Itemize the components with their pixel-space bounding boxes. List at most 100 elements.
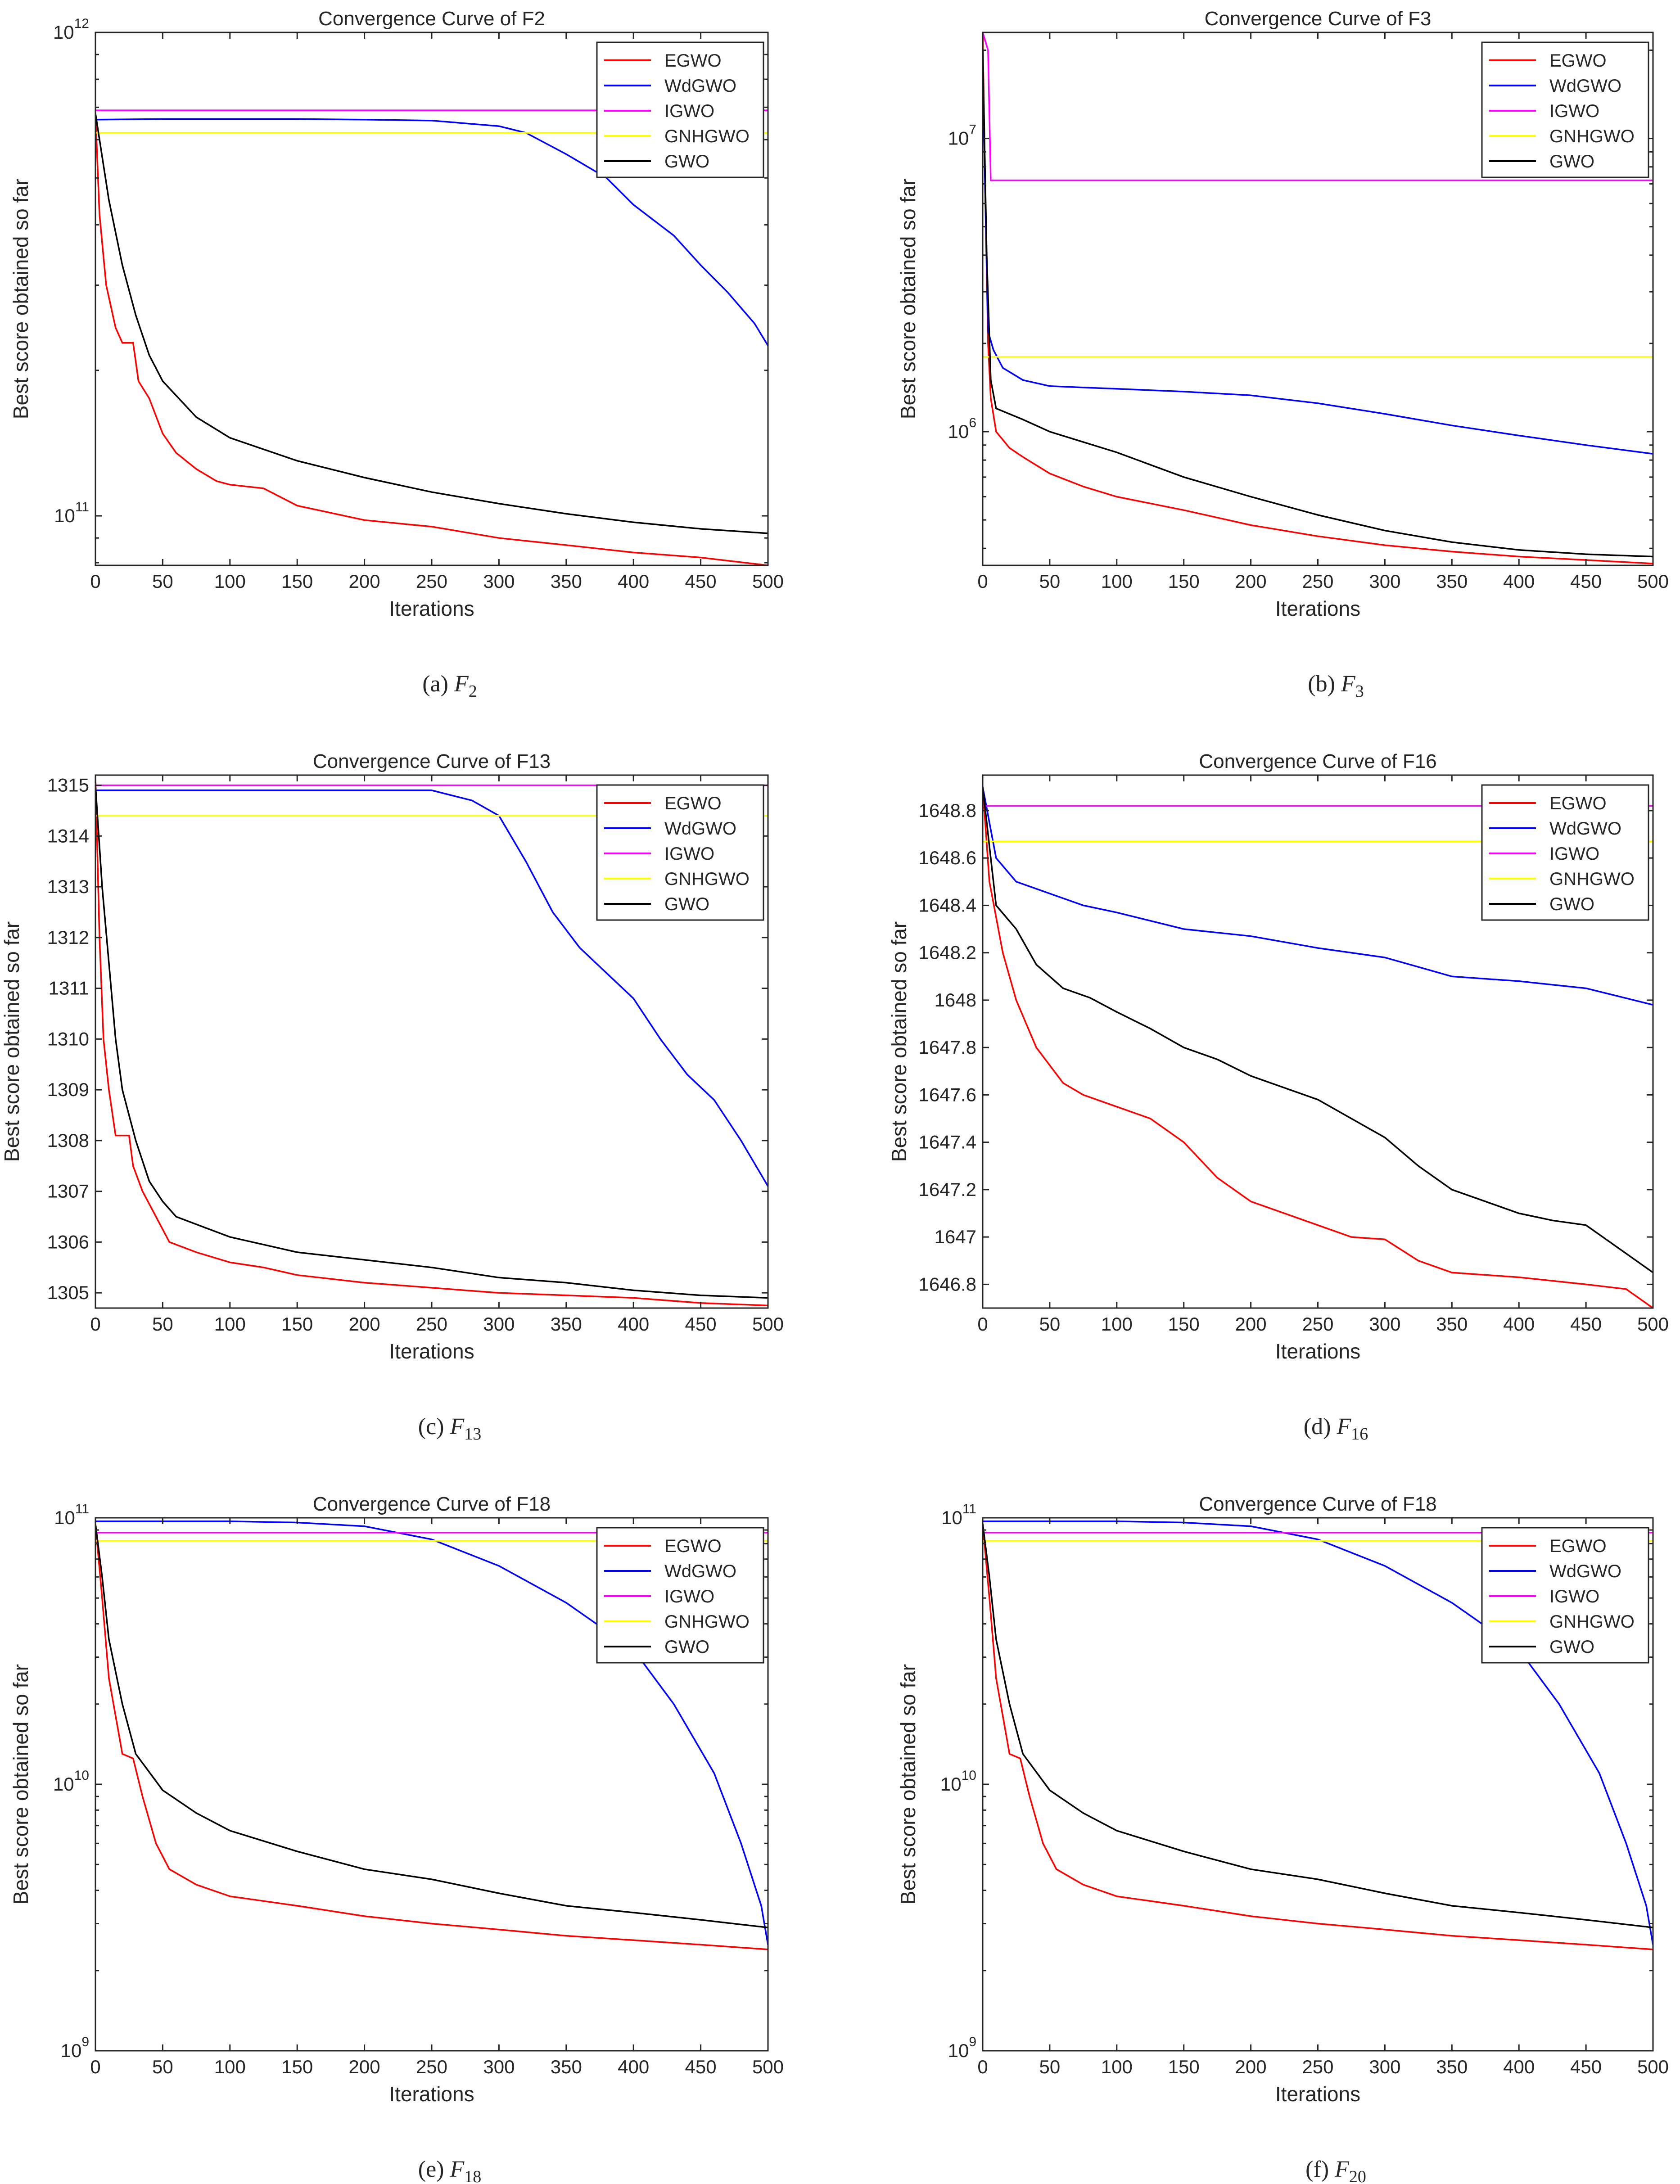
x-tick-label: 250 bbox=[1302, 571, 1333, 592]
x-tick-label: 200 bbox=[349, 571, 380, 592]
x-tick-label: 100 bbox=[214, 2056, 246, 2077]
x-tick-label: 150 bbox=[1168, 2056, 1200, 2077]
x-axis-label: Iterations bbox=[1275, 2082, 1360, 2106]
legend: EGWO WdGWO IGWO GNHGWO GWO bbox=[596, 41, 764, 178]
x-tick-label: 300 bbox=[1369, 1313, 1400, 1335]
x-tick-label: 100 bbox=[214, 571, 246, 592]
legend-label-gnhgwo: GNHGWO bbox=[664, 1612, 750, 1632]
x-tick-label: 400 bbox=[1503, 571, 1535, 592]
series-line-egwo bbox=[95, 1524, 768, 1950]
x-tick-label: 100 bbox=[1101, 2056, 1133, 2077]
y-tick-label: 1306 bbox=[47, 1231, 89, 1252]
x-tick-label: 350 bbox=[551, 571, 582, 592]
y-tick-label: 109 bbox=[61, 2035, 89, 2061]
chart-panel-e: Convergence Curve of F18 0 50 100 150 200 250 3… bbox=[9, 1493, 784, 2184]
legend-label-gwo: GWO bbox=[1549, 1637, 1594, 1657]
x-tick-label: 0 bbox=[90, 2056, 100, 2077]
legend: EGWO WdGWO IGWO GNHGWO GWO bbox=[596, 784, 764, 921]
legend-label-gwo: GWO bbox=[664, 152, 709, 171]
panel-caption: (a) F2 bbox=[422, 671, 477, 701]
legend-label-gnhgwo: GNHGWO bbox=[1549, 869, 1635, 889]
legend: EGWO WdGWO IGWO GNHGWO GWO bbox=[1481, 41, 1649, 178]
x-tick-label: 0 bbox=[977, 571, 988, 592]
legend-label-gnhgwo: GNHGWO bbox=[664, 869, 750, 889]
x-tick-label: 350 bbox=[1436, 571, 1468, 592]
chart-title: Convergence Curve of F2 bbox=[318, 8, 545, 30]
x-tick-label: 300 bbox=[483, 571, 515, 592]
y-tick-label: 1314 bbox=[47, 825, 89, 846]
y-tick-label: 1311 bbox=[49, 978, 89, 999]
x-tick-label: 250 bbox=[1302, 1313, 1333, 1335]
legend-label-egwo: EGWO bbox=[1549, 1536, 1607, 1556]
y-tick-label: 1648.4 bbox=[919, 894, 976, 916]
legend-label-gwo: GWO bbox=[1549, 152, 1594, 171]
x-tick-label: 300 bbox=[1369, 2056, 1400, 2077]
x-tick-label: 400 bbox=[618, 1313, 649, 1335]
x-tick-label: 450 bbox=[685, 1313, 717, 1335]
legend-label-gnhgwo: GNHGWO bbox=[664, 126, 750, 146]
x-tick-label: 400 bbox=[1503, 2056, 1535, 2077]
panel-caption: (e) F18 bbox=[418, 2157, 481, 2184]
y-tick-label: 1646.8 bbox=[919, 1273, 976, 1295]
y-tick-label: 1647 bbox=[935, 1226, 976, 1247]
x-tick-label: 300 bbox=[483, 1313, 515, 1335]
series-lines bbox=[983, 32, 1653, 564]
legend-label-wdgwo: WdGWO bbox=[664, 819, 736, 839]
x-tick-label: 0 bbox=[977, 1313, 988, 1335]
x-axis-label: Iterations bbox=[1275, 597, 1360, 620]
legend-label-egwo: EGWO bbox=[1549, 794, 1607, 813]
x-tick-label: 500 bbox=[1637, 2056, 1669, 2077]
y-tick-label: 1647.6 bbox=[919, 1084, 976, 1105]
panel-caption: (c) F13 bbox=[418, 1414, 481, 1444]
x-tick-label: 0 bbox=[90, 1313, 100, 1335]
x-tick-label: 450 bbox=[1570, 2056, 1602, 2077]
x-tick-label: 200 bbox=[349, 2056, 380, 2077]
x-tick-label: 250 bbox=[416, 571, 447, 592]
y-axis-label: Best score obtained so far bbox=[896, 179, 920, 419]
y-tick-label: 1011 bbox=[941, 1502, 976, 1528]
y-tick-label: 1012 bbox=[53, 16, 89, 43]
x-tick-label: 350 bbox=[551, 2056, 582, 2077]
legend: EGWO WdGWO IGWO GNHGWO GWO bbox=[596, 1527, 764, 1664]
x-tick-label: 500 bbox=[1637, 1313, 1669, 1335]
legend-label-igwo: IGWO bbox=[1549, 844, 1599, 864]
series-line-gwo bbox=[983, 787, 1653, 1273]
y-tick-label: 1010 bbox=[53, 1768, 89, 1795]
y-tick-label: 1312 bbox=[47, 927, 89, 948]
legend-label-wdgwo: WdGWO bbox=[1549, 76, 1621, 96]
y-tick-label: 1647.4 bbox=[919, 1132, 976, 1153]
x-tick-label: 200 bbox=[1235, 1313, 1267, 1335]
x-tick-label: 200 bbox=[349, 1313, 380, 1335]
legend-label-igwo: IGWO bbox=[1549, 101, 1599, 121]
panel-caption: (d) F16 bbox=[1304, 1414, 1368, 1444]
series-line-egwo bbox=[983, 1524, 1653, 1950]
x-axis-label: Iterations bbox=[389, 597, 474, 620]
legend: EGWO WdGWO IGWO GNHGWO GWO bbox=[1481, 784, 1649, 921]
y-tick-label: 1647.8 bbox=[919, 1037, 976, 1058]
x-axis-label: Iterations bbox=[389, 1340, 474, 1363]
series-line-egwo bbox=[95, 775, 768, 1307]
y-axis-label: Best score obtained so far bbox=[896, 1664, 920, 1904]
x-tick-label: 250 bbox=[416, 1313, 447, 1335]
y-tick-label: 1315 bbox=[47, 775, 89, 796]
y-tick-label: 109 bbox=[948, 2035, 976, 2061]
x-tick-label: 300 bbox=[1369, 571, 1400, 592]
series-line-gwo bbox=[95, 113, 768, 534]
y-tick-label: 1648.8 bbox=[919, 800, 976, 821]
legend-label-gwo: GWO bbox=[1549, 894, 1594, 914]
y-tick-label: 1309 bbox=[47, 1079, 89, 1100]
series-line-gwo bbox=[95, 1523, 768, 1929]
y-tick-label: 107 bbox=[948, 122, 976, 149]
x-tick-label: 150 bbox=[281, 571, 313, 592]
panel-caption: (b) F3 bbox=[1308, 671, 1364, 701]
series-line-egwo bbox=[983, 32, 1653, 564]
x-tick-label: 50 bbox=[152, 571, 173, 592]
series-line-wdgwo bbox=[95, 118, 768, 346]
y-tick-label: 1648.6 bbox=[919, 847, 976, 868]
y-tick-label: 1648.2 bbox=[919, 942, 976, 963]
x-tick-label: 400 bbox=[1503, 1313, 1535, 1335]
legend-label-egwo: EGWO bbox=[664, 794, 722, 813]
y-tick-label: 1307 bbox=[47, 1181, 89, 1202]
legend-label-igwo: IGWO bbox=[1549, 1587, 1599, 1606]
x-tick-label: 50 bbox=[1039, 2056, 1061, 2077]
